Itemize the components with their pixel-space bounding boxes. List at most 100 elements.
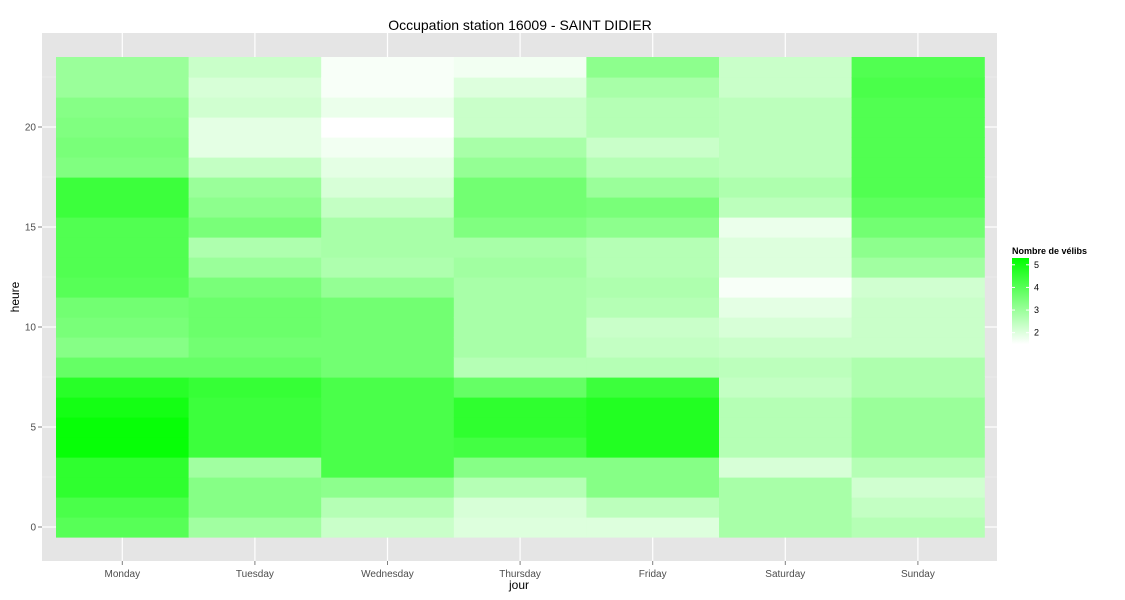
heatmap-cell-saturday-2 (719, 477, 853, 498)
heatmap-cell-tuesday-15 (188, 217, 322, 238)
heatmap-cell-saturday-22 (719, 77, 853, 98)
heatmap-cell-friday-7 (586, 377, 720, 398)
heatmap-cell-thursday-12 (453, 277, 587, 298)
x-tick-label: Tuesday (236, 569, 274, 580)
heatmap-cell-thursday-21 (453, 97, 587, 118)
x-tick-label: Thursday (499, 569, 541, 580)
heatmap-cell-thursday-7 (453, 377, 587, 398)
heatmap-cell-monday-11 (56, 297, 190, 318)
heatmap-cell-monday-13 (56, 257, 190, 278)
legend-title: Nombre de vélibs (1012, 246, 1087, 256)
heatmap-cell-friday-13 (586, 257, 720, 278)
heatmap-cell-saturday-23 (719, 57, 853, 78)
heatmap-cell-monday-16 (56, 197, 190, 218)
heatmap-cell-friday-15 (586, 217, 720, 238)
heatmap-cell-tuesday-22 (188, 77, 322, 98)
heatmap-cell-thursday-4 (453, 437, 587, 458)
heatmap-cell-wednesday-20 (321, 117, 455, 138)
heatmap-cell-thursday-1 (453, 497, 587, 518)
heatmap-cell-sunday-21 (851, 97, 985, 118)
heatmap-cell-tuesday-13 (188, 257, 322, 278)
heatmap-cell-monday-7 (56, 377, 190, 398)
heatmap-cell-saturday-9 (719, 337, 853, 358)
heatmap-cell-wednesday-1 (321, 497, 455, 518)
heatmap-cell-sunday-5 (851, 417, 985, 438)
heatmap-cell-thursday-2 (453, 477, 587, 498)
heatmap-cell-wednesday-16 (321, 197, 455, 218)
heatmap-cell-sunday-22 (851, 77, 985, 98)
heatmap-cell-wednesday-15 (321, 217, 455, 238)
heatmap-cell-monday-6 (56, 397, 190, 418)
heatmap-cell-saturday-1 (719, 497, 853, 518)
heatmap-cell-sunday-23 (851, 57, 985, 78)
x-tick-label: Saturday (765, 569, 805, 580)
heatmap-cell-tuesday-20 (188, 117, 322, 138)
heatmap-cell-monday-15 (56, 217, 190, 238)
heatmap-cell-saturday-0 (719, 517, 853, 538)
legend-tick-label: 3 (1034, 305, 1039, 315)
heatmap-cell-tuesday-8 (188, 357, 322, 378)
heatmap-cell-friday-0 (586, 517, 720, 538)
heatmap-cell-wednesday-2 (321, 477, 455, 498)
heatmap-cell-thursday-8 (453, 357, 587, 378)
heatmap-cell-sunday-19 (851, 137, 985, 158)
heatmap-cell-saturday-7 (719, 377, 853, 398)
heatmap-cell-wednesday-11 (321, 297, 455, 318)
heatmap-cell-monday-14 (56, 237, 190, 258)
y-tick-label: 20 (25, 123, 37, 134)
heatmap-cell-monday-8 (56, 357, 190, 378)
heatmap-cell-tuesday-6 (188, 397, 322, 418)
heatmap-cell-thursday-20 (453, 117, 587, 138)
heatmap-cell-thursday-0 (453, 517, 587, 538)
heatmap-cell-thursday-11 (453, 297, 587, 318)
heatmap-cell-saturday-4 (719, 437, 853, 458)
heatmap-cell-tuesday-0 (188, 517, 322, 538)
heatmap-cell-friday-14 (586, 237, 720, 258)
heatmap-cell-thursday-6 (453, 397, 587, 418)
heatmap-cell-saturday-10 (719, 317, 853, 338)
y-tick-label: 15 (25, 223, 37, 234)
heatmap-cell-saturday-17 (719, 177, 853, 198)
heatmap-cell-friday-18 (586, 157, 720, 178)
heatmap-cell-wednesday-3 (321, 457, 455, 478)
heatmap-cell-wednesday-18 (321, 157, 455, 178)
heatmap-cell-monday-1 (56, 497, 190, 518)
heatmap-cell-tuesday-11 (188, 297, 322, 318)
heatmap-cell-monday-2 (56, 477, 190, 498)
heatmap-cell-friday-23 (586, 57, 720, 78)
heatmap-cell-monday-21 (56, 97, 190, 118)
heatmap-cell-sunday-3 (851, 457, 985, 478)
heatmap-cell-saturday-18 (719, 157, 853, 178)
heatmap-cell-saturday-12 (719, 277, 853, 298)
heatmap-cell-sunday-2 (851, 477, 985, 498)
heatmap-cell-thursday-13 (453, 257, 587, 278)
heatmap-cell-tuesday-9 (188, 337, 322, 358)
heatmap-cell-tuesday-3 (188, 457, 322, 478)
heatmap-cell-sunday-1 (851, 497, 985, 518)
heatmap-cell-tuesday-2 (188, 477, 322, 498)
heatmap-cell-saturday-14 (719, 237, 853, 258)
heatmap-cell-monday-18 (56, 157, 190, 178)
heatmap-cell-wednesday-12 (321, 277, 455, 298)
heatmap-cell-saturday-8 (719, 357, 853, 378)
heatmap-cell-sunday-16 (851, 197, 985, 218)
heatmap-cell-tuesday-4 (188, 437, 322, 458)
heatmap-cell-tuesday-10 (188, 317, 322, 338)
heatmap-cell-saturday-20 (719, 117, 853, 138)
heatmap-cell-sunday-7 (851, 377, 985, 398)
heatmap-cell-wednesday-22 (321, 77, 455, 98)
legend: Nombre de vélibs 2 3 4 5 (1012, 246, 1087, 344)
heatmap-cell-sunday-20 (851, 117, 985, 138)
heatmap-cell-saturday-19 (719, 137, 853, 158)
heatmap-cell-wednesday-0 (321, 517, 455, 538)
heatmap-cell-saturday-15 (719, 217, 853, 238)
x-tick-label: Friday (639, 569, 667, 580)
heatmap-cell-tuesday-16 (188, 197, 322, 218)
chart-title: Occupation station 16009 - SAINT DIDIER (388, 17, 652, 33)
heatmap-cell-friday-6 (586, 397, 720, 418)
heatmap-cell-monday-3 (56, 457, 190, 478)
heatmap-cell-tuesday-7 (188, 377, 322, 398)
heatmap-cell-friday-3 (586, 457, 720, 478)
heatmap-cell-saturday-6 (719, 397, 853, 418)
